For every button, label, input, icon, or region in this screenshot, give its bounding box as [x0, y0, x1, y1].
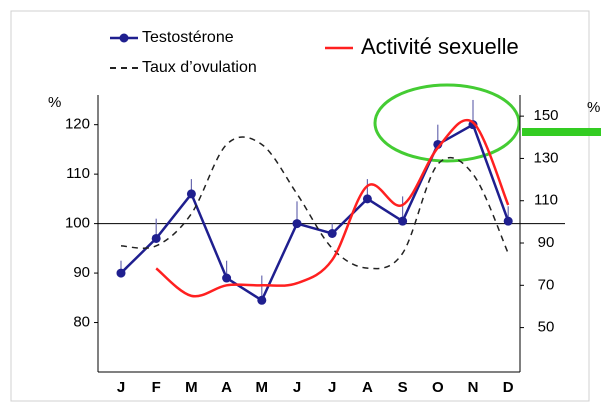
y-axis-label: % — [48, 94, 61, 111]
legend-marker — [119, 33, 129, 43]
x-tick-label: M — [256, 379, 269, 396]
y2-tick-label: 150 — [533, 107, 558, 124]
point — [503, 216, 513, 226]
x-tick-label: F — [152, 379, 161, 396]
x-tick-label: M — [185, 379, 198, 396]
x-tick-label: D — [503, 379, 514, 396]
x-tick-label: J — [117, 379, 125, 396]
y2-tick-label: 90 — [538, 234, 555, 251]
point — [362, 194, 372, 204]
y2-tick-label: 110 — [534, 192, 558, 209]
x-tick-label: A — [362, 379, 373, 396]
highlight-arrow — [522, 128, 601, 136]
point — [222, 273, 232, 283]
legend-label: Activité sexuelle — [361, 34, 519, 59]
series-line — [155, 119, 510, 298]
y-tick-label: 120 — [65, 116, 90, 133]
x-tick-label: A — [221, 379, 232, 396]
y-tick-label: 80 — [73, 314, 90, 331]
point — [327, 229, 337, 238]
x-tick-label: J — [293, 379, 301, 396]
x-tick-label: O — [432, 379, 444, 396]
y2-tick-label: 50 — [538, 319, 555, 336]
y-tick-label: 100 — [65, 215, 90, 232]
point — [116, 268, 126, 278]
y2-tick-label: 130 — [533, 149, 558, 166]
y-tick-label: 90 — [73, 264, 90, 281]
y2-axis-label: % — [587, 99, 600, 116]
point — [257, 295, 267, 305]
x-tick-label: S — [398, 379, 408, 396]
highlight-ellipse — [373, 83, 521, 163]
point — [186, 189, 196, 199]
frame — [10, 10, 590, 402]
point — [151, 233, 161, 243]
y2-tick-label: 70 — [538, 276, 555, 293]
series-line — [120, 122, 510, 303]
point — [398, 216, 408, 226]
legend-label: Testostérone — [142, 29, 234, 46]
y-tick-label: 110 — [66, 165, 90, 182]
series-line — [120, 136, 509, 270]
x-tick-label: N — [468, 379, 479, 396]
x-tick-label: J — [328, 379, 336, 396]
point — [292, 219, 302, 229]
legend-label: Taux d’ovulation — [142, 59, 257, 76]
